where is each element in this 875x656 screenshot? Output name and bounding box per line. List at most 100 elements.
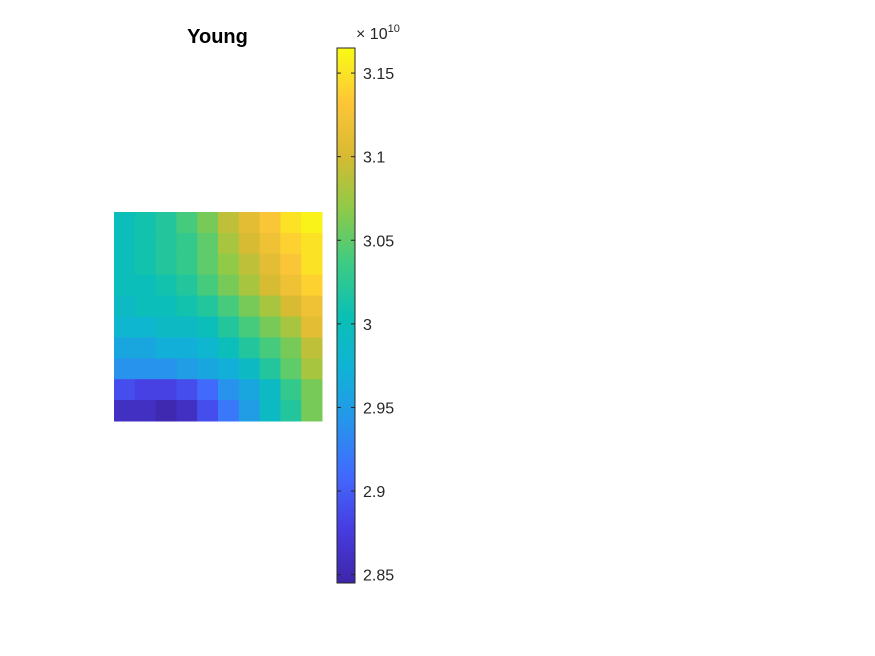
heatmap-cell [280,253,302,276]
heatmap-cell [114,253,136,276]
heatmap-cell [155,400,177,422]
heatmap-cell [176,316,198,338]
heatmap-cell [301,400,323,422]
heatmap-cell [155,379,177,401]
heatmap-cell [134,253,157,276]
heatmap-cell [238,232,261,255]
heatmap-cell [176,400,198,422]
heatmap-cell [134,295,157,317]
heatmap-cell [280,337,302,359]
heatmap-cell [114,212,136,234]
heatmap-cell [259,358,281,380]
heatmap-cell [218,232,240,255]
heatmap-cell [301,212,323,234]
heatmap-cell [114,379,136,401]
heatmap-cell [218,274,240,297]
heatmap-cell [218,316,240,338]
heatmap-cell [155,295,177,317]
heatmap-cell [114,400,136,422]
heatmap-cell [155,316,177,338]
heatmap-cell [238,274,261,297]
heatmap-cell [259,316,281,338]
heatmap-cell [280,274,302,297]
heatmap-cell [218,295,240,317]
heatmap-cell [134,274,157,297]
colorbar-tick-label: 3.05 [363,233,394,250]
heatmap-cell [176,337,198,359]
heatmap-cell [259,400,281,422]
heatmap-cell [155,274,177,297]
heatmap-cell [301,358,323,380]
heatmap-cell [155,358,177,380]
heatmap-cell [114,274,136,297]
heatmap-cell [301,295,323,317]
heatmap-cell [238,295,261,317]
heatmap-cell [197,295,219,317]
heatmap-cell [134,400,157,422]
colorbar-tick-label: 3 [363,317,372,334]
heatmap-cell [197,316,219,338]
heatmap-cell [280,358,302,380]
heatmap-cell [155,212,177,234]
heatmap-cell [259,253,281,276]
heatmap-cell [238,212,261,234]
heatmap-cell [280,379,302,401]
colorbar-tick-label: 3.1 [363,150,385,167]
heatmap-cell [259,212,281,234]
heatmap-cell [176,379,198,401]
heatmap-cell [238,379,261,401]
heatmap-cell [134,232,157,255]
heatmap-cell [197,400,219,422]
heatmap-cell [197,274,219,297]
heatmap-cell [218,337,240,359]
heatmap-cell [218,253,240,276]
heatmap-cell [114,316,136,338]
heatmap-cell [301,232,323,255]
heatmap-cell [301,253,323,276]
heatmap-cell [155,232,177,255]
colorbar-tick-label: 3.15 [363,66,394,83]
heatmap-cell [114,358,136,380]
heatmap-cell [114,232,136,255]
heatmap-cell [259,337,281,359]
heatmap-cell [280,295,302,317]
colorbar-tick-label: 2.85 [363,568,394,585]
heatmap-cell [301,379,323,401]
heatmap-cell [280,232,302,255]
heatmap-cell [197,358,219,380]
heatmap-cell [218,379,240,401]
heatmap-cell [259,274,281,297]
heatmap-cell [197,253,219,276]
heatmap-cell [134,316,157,338]
heatmap-cell [155,337,177,359]
colorbar-fill [337,48,355,583]
heatmap-cell [134,358,157,380]
heatmap-cell [301,316,323,338]
heatmap-cell [114,337,136,359]
heatmap-cell [155,253,177,276]
heatmap-cell [238,337,261,359]
heatmap-cell [259,232,281,255]
heatmap-cell [176,212,198,234]
colorbar-tick-label: 2.9 [363,484,385,501]
heatmap-cell [238,316,261,338]
heatmap-cell [218,400,240,422]
heatmap-cell [197,379,219,401]
heatmap-cell [176,295,198,317]
heatmap-cell [197,212,219,234]
heatmap-cell [114,295,136,317]
heatmap-cell [301,337,323,359]
heatmap-cell [280,316,302,338]
heatmap-cell [280,400,302,422]
heatmap-cell [238,253,261,276]
colorbar-exponent-label: × 1010 [356,23,400,43]
heatmap-cell [218,212,240,234]
heatmap-cell [176,232,198,255]
heatmap-cell [218,358,240,380]
heatmap-cell [301,274,323,297]
heatmap-cell [134,337,157,359]
heatmap-cell [259,295,281,317]
heatmap-cell [259,379,281,401]
